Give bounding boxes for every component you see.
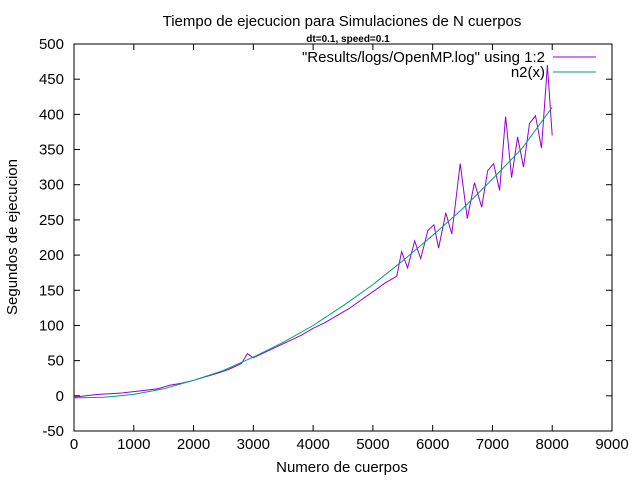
- legend: "Results/logs/OpenMP.log" using 1:2 n2(x…: [302, 49, 596, 81]
- y-tick-label: 250: [39, 212, 64, 229]
- x-tick-label: 3000: [237, 436, 270, 453]
- legend-label-n2: n2(x): [511, 64, 545, 81]
- y-tick-label: 50: [47, 353, 64, 370]
- plot-frame: [73, 43, 613, 432]
- x-tick-label: 0: [70, 436, 78, 453]
- x-tick-label: 1000: [117, 436, 150, 453]
- y-tick-label: 0: [56, 388, 64, 405]
- series-layer: [73, 65, 553, 399]
- y-tick-label: 200: [39, 247, 64, 264]
- x-tick-label: 4000: [296, 436, 329, 453]
- n2-series-line: [73, 107, 553, 399]
- axes: 0 1000 2000 3000 4000 5000 6000 7000 8000 9000-50…: [39, 36, 629, 453]
- x-axis-label: Numero de cuerpos: [276, 459, 408, 476]
- y-tick-label: 300: [39, 177, 64, 194]
- x-tick-label: 7000: [476, 436, 509, 453]
- chart-subtitle: dt=0.1, speed=0.1: [306, 34, 390, 45]
- chart-title: Tiempo de ejecucion para Simulaciones de…: [163, 13, 522, 30]
- x-tick-label: 9000: [595, 436, 628, 453]
- x-tick-label: 2000: [177, 436, 210, 453]
- openmp-series-line: [73, 65, 553, 398]
- x-tick-label: 5000: [356, 436, 389, 453]
- y-tick-label: 100: [39, 317, 64, 334]
- y-tick-label: 400: [39, 106, 64, 123]
- y-tick-label: 450: [39, 71, 64, 88]
- legend-label-openmp: "Results/logs/OpenMP.log" using 1:2: [302, 49, 545, 66]
- y-tick-label: 350: [39, 142, 64, 159]
- y-axis-label: Segundos de ejecucion: [4, 159, 21, 315]
- y-tick-label: 500: [39, 36, 64, 53]
- x-tick-label: 6000: [416, 436, 449, 453]
- y-tick-label: -50: [42, 423, 64, 440]
- x-tick-label: 8000: [536, 436, 569, 453]
- y-tick-label: 150: [39, 282, 64, 299]
